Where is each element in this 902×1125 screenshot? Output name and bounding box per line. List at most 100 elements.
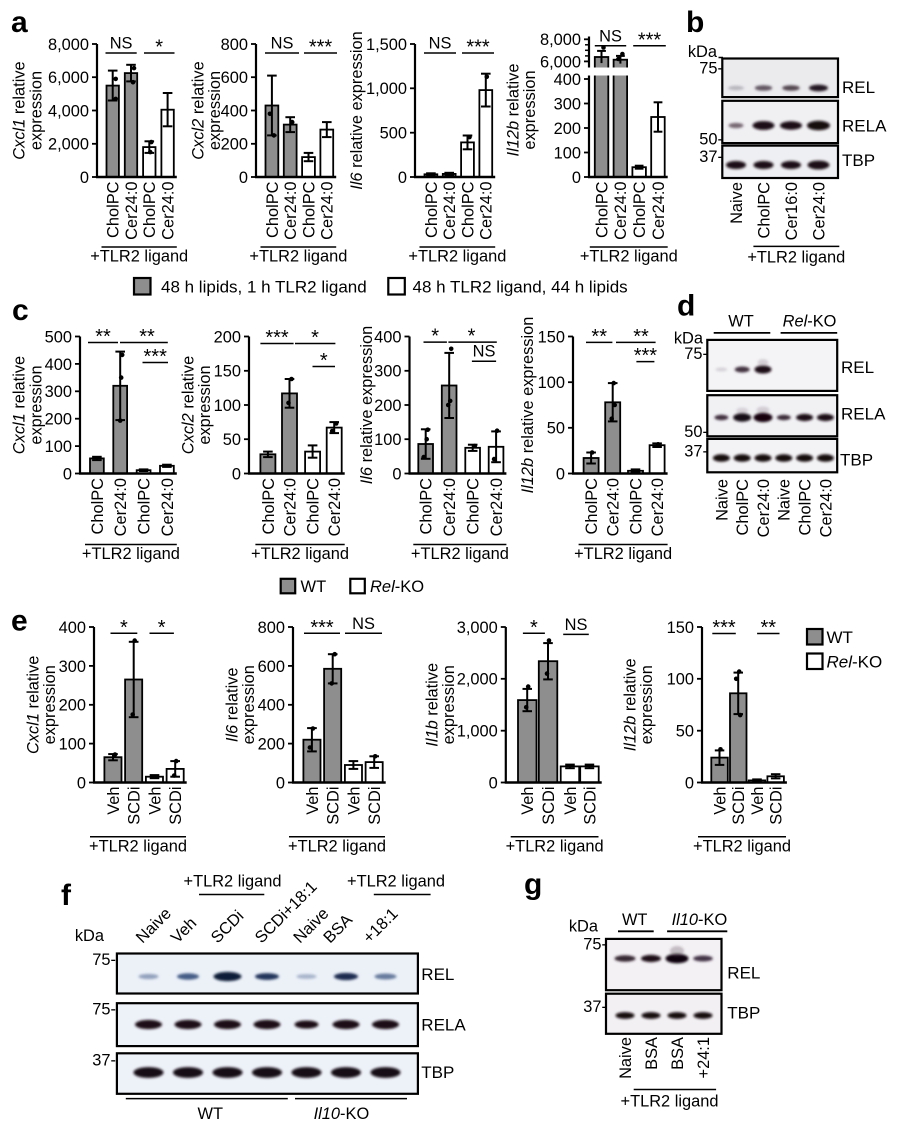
svg-text:***: *** [638,29,662,51]
svg-text:6,000: 6,000 [540,53,581,71]
svg-text:TBP: TBP [421,1063,454,1082]
svg-text:+TLR2 ligand: +TLR2 ligand [347,873,445,891]
svg-text:200: 200 [45,411,72,429]
svg-text:Veh: Veh [304,787,322,815]
svg-text:0: 0 [489,774,498,792]
svg-text:f: f [61,879,72,912]
svg-text:CholPC: CholPC [264,181,282,238]
svg-text:800: 800 [258,619,285,637]
svg-text:400: 400 [59,619,86,637]
svg-text:SCDi: SCDi [126,787,144,825]
svg-text:SCDi: SCDi [581,787,599,825]
svg-text:Cxcl1 relative: Cxcl1 relative [11,356,29,454]
svg-text:*: * [120,617,128,639]
svg-text:150: 150 [214,363,241,381]
svg-text:1,000: 1,000 [366,80,407,98]
svg-text:WT: WT [301,578,327,596]
svg-text:75-: 75- [92,1001,116,1019]
svg-text:0: 0 [392,465,401,483]
svg-text:CholPC: CholPC [305,478,323,535]
svg-text:0: 0 [685,774,694,792]
svg-text:400: 400 [45,356,72,374]
svg-text:Naive: Naive [728,182,746,224]
svg-text:*: * [158,617,166,639]
svg-text:kDa: kDa [674,330,704,348]
svg-text:0: 0 [572,169,581,187]
svg-text:75-: 75- [684,345,708,363]
svg-text:d: d [677,289,695,322]
svg-text:800: 800 [221,36,248,54]
svg-text:100: 100 [538,374,565,392]
svg-text:RELA: RELA [842,117,887,136]
svg-text:Cer24:0: Cer24:0 [441,478,459,536]
svg-text:**: ** [139,326,155,348]
svg-text:expression: expression [521,70,539,149]
svg-text:expression: expression [41,665,59,744]
svg-text:CholPC: CholPC [734,479,752,536]
svg-text:Cer24:0: Cer24:0 [755,479,773,537]
svg-text:Cer24:0: Cer24:0 [612,182,630,240]
svg-text:100: 100 [667,671,694,689]
svg-text:200: 200 [374,397,401,415]
svg-text:Cer24:0: Cer24:0 [160,182,178,240]
svg-text:37-: 37- [583,998,607,1016]
svg-text:4,000: 4,000 [48,102,89,120]
svg-text:CholPC: CholPC [631,181,649,238]
svg-text:Cer24:0: Cer24:0 [282,182,300,240]
svg-text:Veh: Veh [749,787,767,815]
svg-text:Cxcl1 relative: Cxcl1 relative [11,61,29,159]
svg-text:**: ** [761,617,777,639]
svg-text:Cer24:0: Cer24:0 [112,478,130,536]
svg-text:CholPC: CholPC [423,181,441,238]
svg-text:***: *** [310,617,334,639]
svg-text:+TLR2 ligand: +TLR2 ligand [693,838,791,856]
svg-text:b: b [686,6,704,39]
svg-text:CholPC: CholPC [105,181,123,238]
svg-text:Il10-KO: Il10-KO [314,1105,370,1123]
svg-text:2,000: 2,000 [457,671,498,689]
svg-text:Il12b relative: Il12b relative [504,64,522,157]
svg-text:0: 0 [63,465,72,483]
svg-text:CholPC: CholPC [797,479,815,536]
svg-text:WT: WT [198,1105,223,1123]
svg-text:75-: 75- [699,60,723,78]
svg-text:c: c [12,294,29,327]
svg-text:***: *** [466,37,490,59]
svg-text:CholPC: CholPC [89,478,107,535]
svg-text:CholPC: CholPC [418,478,436,535]
svg-text:*: * [155,37,163,59]
svg-text:3,000: 3,000 [457,619,498,637]
svg-text:100: 100 [374,431,401,449]
svg-text:400: 400 [374,328,401,346]
svg-text:Rel-KO: Rel-KO [783,313,837,331]
svg-text:SCDi: SCDi [167,787,185,825]
svg-text:REL: REL [841,358,874,377]
svg-text:Rel-KO: Rel-KO [827,652,883,671]
svg-text:+TLR2 ligand: +TLR2 ligand [82,545,180,563]
svg-text:500: 500 [380,125,407,143]
svg-text:0: 0 [80,169,89,187]
svg-text:37-: 37- [699,148,723,166]
svg-text:600: 600 [221,69,248,87]
svg-text:TBP: TBP [840,451,873,470]
svg-text:400: 400 [221,102,248,120]
svg-text:CholPC: CholPC [141,181,159,238]
svg-text:g: g [524,868,542,901]
svg-text:Cer24:0: Cer24:0 [123,182,141,240]
svg-text:Veh: Veh [562,787,580,815]
svg-text:50-: 50- [699,130,723,148]
svg-text:0: 0 [556,465,565,483]
svg-text:0: 0 [77,774,86,792]
svg-text:+TLR2 ligand: +TLR2 ligand [89,838,187,856]
svg-text:Cer24:0: Cer24:0 [478,182,496,240]
svg-text:REL: REL [421,965,454,984]
svg-text:SCDi: SCDi [540,787,558,825]
svg-text:CholPC: CholPC [583,478,601,535]
svg-text:+TLR2 ligand: +TLR2 ligand [184,873,282,891]
svg-text:CholPC: CholPC [300,181,318,238]
svg-text:expression: expression [638,665,656,744]
svg-text:CholPC: CholPC [755,182,773,239]
svg-text:48 h lipids, 1 h TLR2 ligand: 48 h lipids, 1 h TLR2 ligand [161,278,367,297]
svg-text:Veh: Veh [711,787,729,815]
svg-text:NS: NS [110,35,133,53]
